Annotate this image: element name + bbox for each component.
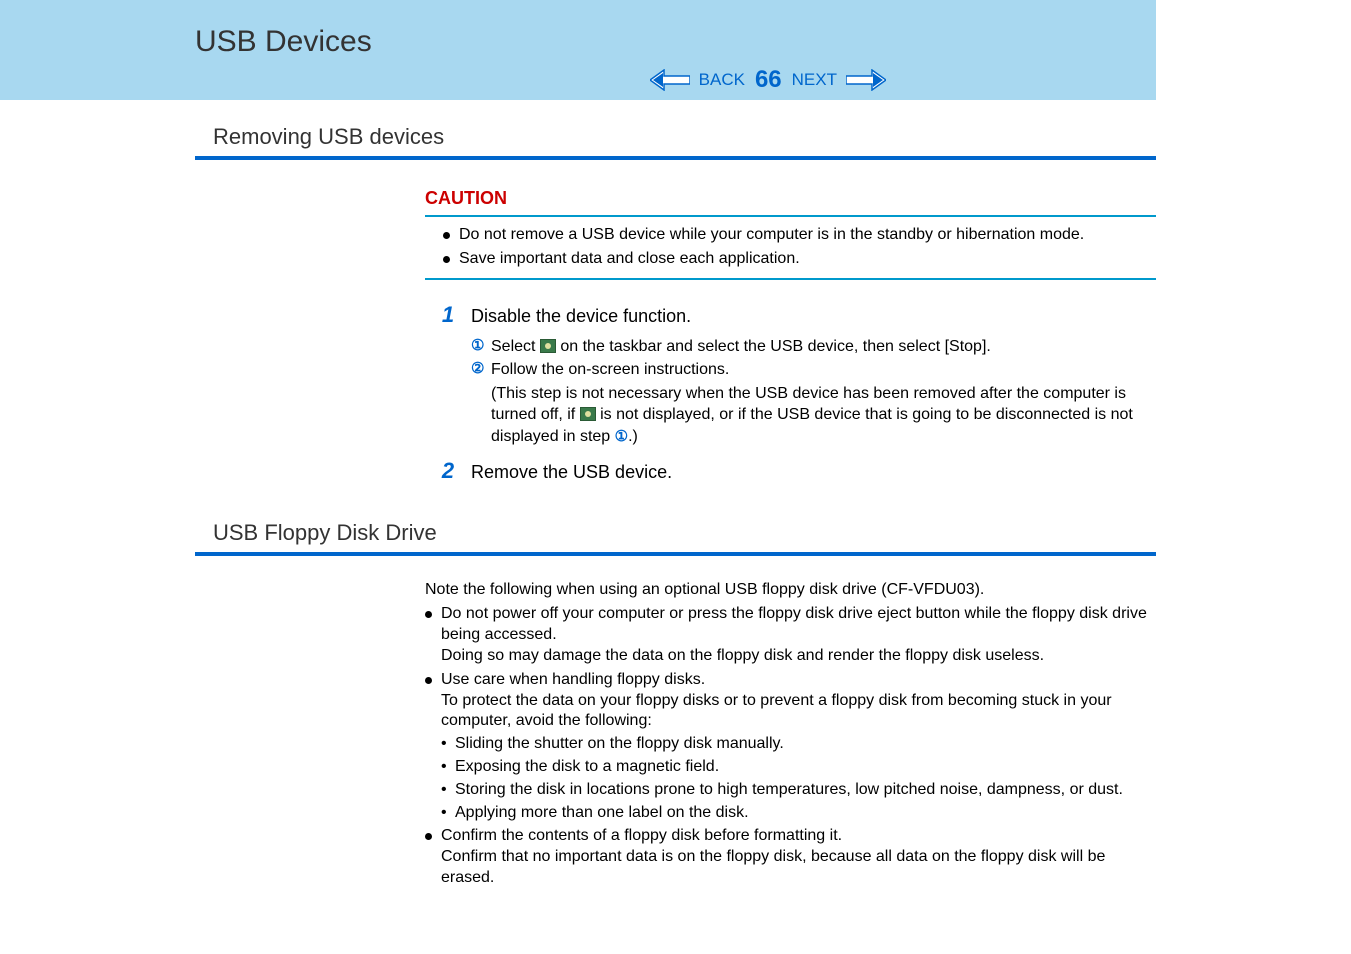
- systray-remove-icon: [580, 407, 596, 421]
- caution-item: Do not remove a USB device while your co…: [443, 225, 1156, 246]
- bullet-continuation: To protect the data on your floppy disks…: [441, 691, 1156, 733]
- header-band: USB Devices BACK 66 NEXT: [0, 0, 1156, 100]
- sub-text: Select: [491, 338, 540, 355]
- bullet-main: Do not power off your computer or press …: [441, 605, 1147, 643]
- intro-paragraph: Note the following when using an optiona…: [425, 580, 1156, 601]
- sub-steps: ① Select on the taskbar and select the U…: [471, 336, 1156, 381]
- step-number: 1: [425, 302, 471, 328]
- list-item: Use care when handling floppy disks. To …: [425, 670, 1156, 824]
- step-1: 1 Disable the device function.: [425, 302, 1156, 328]
- sub-step-1: ① Select on the taskbar and select the U…: [471, 336, 1156, 358]
- circled-2-icon: ②: [471, 359, 491, 379]
- step-number: 2: [425, 458, 471, 484]
- document-title: USB Devices: [195, 0, 1156, 59]
- bullet-continuation: Confirm that no important data is on the…: [441, 847, 1156, 889]
- note-text: .): [628, 428, 638, 445]
- sub-step-body: Select on the taskbar and select the USB…: [491, 336, 1156, 358]
- section-rule: [195, 552, 1156, 556]
- sub-bullet-item: Sliding the shutter on the floppy disk m…: [441, 734, 1156, 755]
- caution-item: Save important data and close each appli…: [443, 249, 1156, 270]
- step-2: 2 Remove the USB device.: [425, 458, 1156, 484]
- section-title-fdd: USB Floppy Disk Drive: [195, 484, 1156, 552]
- sub-step-2: ② Follow the on-screen instructions.: [471, 359, 1156, 381]
- systray-remove-icon: [540, 339, 556, 353]
- step-text: Remove the USB device.: [471, 462, 672, 483]
- bullet-main: Use care when handling floppy disks.: [441, 671, 705, 688]
- bullet-main: Confirm the contents of a floppy disk be…: [441, 827, 842, 844]
- sub-text: on the taskbar and select the USB device…: [556, 338, 991, 355]
- document-page: USB Devices BACK 66 NEXT Removing USB de…: [0, 0, 1351, 889]
- nav-bar: BACK 66 NEXT: [650, 66, 886, 94]
- sub-bullet-item: Exposing the disk to a magnetic field.: [441, 757, 1156, 778]
- section-title-removing: Removing USB devices: [195, 100, 1156, 156]
- page-number: 66: [755, 66, 782, 94]
- list-item: Do not power off your computer or press …: [425, 604, 1156, 666]
- sub-step-body: Follow the on-screen instructions.: [491, 359, 1156, 381]
- caution-rule-top: [425, 215, 1156, 217]
- sub-bullet-item: Storing the disk in locations prone to h…: [441, 780, 1156, 801]
- list-item: Confirm the contents of a floppy disk be…: [425, 826, 1156, 888]
- bullet-continuation: Doing so may damage the data on the flop…: [441, 646, 1156, 667]
- step-note: (This step is not necessary when the USB…: [491, 383, 1156, 448]
- caution-list: Do not remove a USB device while your co…: [425, 225, 1156, 270]
- circled-1-icon: ①: [471, 336, 491, 356]
- sub-bullet-list: Sliding the shutter on the floppy disk m…: [441, 734, 1156, 823]
- sub-bullet-item: Applying more than one label on the disk…: [441, 803, 1156, 824]
- next-arrow-icon[interactable]: [846, 69, 886, 91]
- section1-content: CAUTION Do not remove a USB device while…: [425, 160, 1156, 484]
- caution-label: CAUTION: [425, 160, 1156, 215]
- fdd-list: Do not power off your computer or press …: [425, 604, 1156, 888]
- next-label[interactable]: NEXT: [792, 70, 837, 90]
- circled-1-ref-icon: ①: [615, 428, 628, 445]
- section2-content: Note the following when using an optiona…: [425, 580, 1156, 889]
- back-label[interactable]: BACK: [699, 70, 745, 90]
- caution-rule-bottom: [425, 278, 1156, 280]
- back-arrow-icon[interactable]: [650, 69, 690, 91]
- step-text: Disable the device function.: [471, 306, 691, 327]
